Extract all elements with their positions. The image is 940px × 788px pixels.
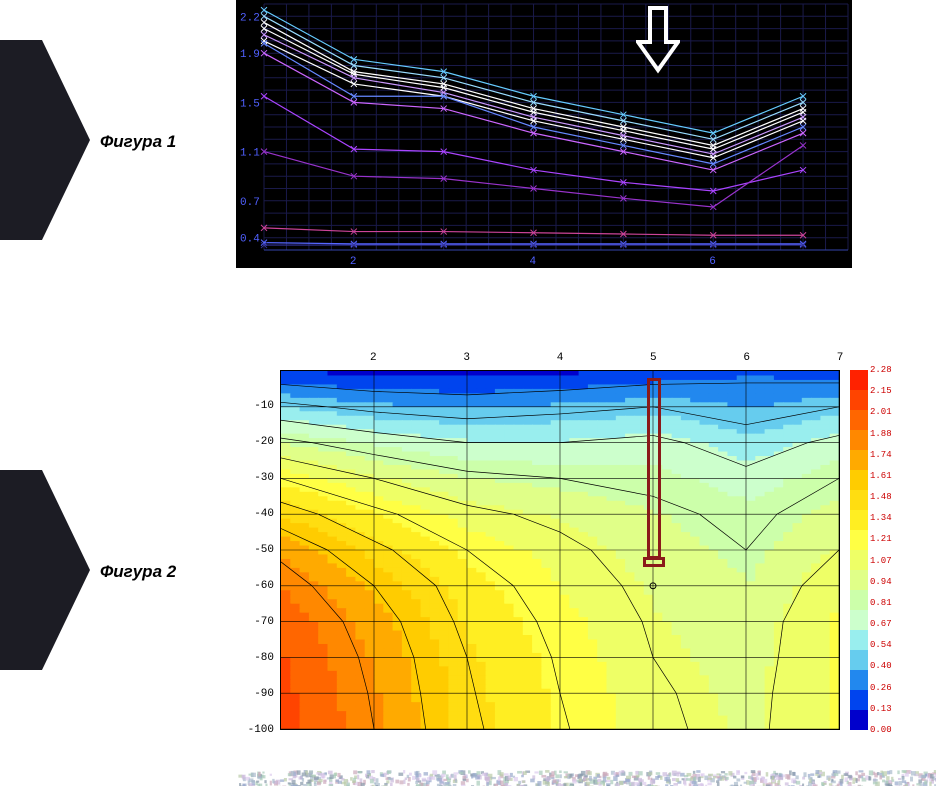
svg-text:1.5: 1.5 (240, 98, 260, 110)
fig2-x-axis-labels: 234567 (280, 352, 840, 368)
anomaly-marker (647, 378, 661, 559)
figure-2-label: Фигура 2 (100, 562, 176, 582)
svg-text:1.1: 1.1 (240, 148, 260, 160)
colorbar (850, 370, 868, 730)
figure-1-line-chart: 0.4 0.7 1.1 1.5 1.9 2.2 2 4 6 (236, 0, 852, 268)
fig2-plot-area (280, 370, 840, 730)
figure-2-heatmap: 234567 -10-20-30-40-50-60-70-80-90-100 2… (236, 350, 936, 750)
svg-text:4: 4 (530, 256, 537, 268)
svg-text:0.4: 0.4 (240, 234, 260, 246)
svg-text:2.2: 2.2 (240, 12, 260, 24)
fig2-svg (281, 371, 839, 729)
noise-strip (236, 770, 936, 786)
colorbar-labels: 2.282.152.011.881.741.611.481.341.211.07… (870, 370, 910, 730)
fig1-svg: 0.4 0.7 1.1 1.5 1.9 2.2 2 4 6 (236, 0, 852, 268)
svg-text:1.9: 1.9 (240, 49, 260, 61)
svg-text:0.7: 0.7 (240, 197, 260, 209)
svg-text:2: 2 (350, 256, 357, 268)
bullet-arrow-1 (0, 40, 90, 240)
fig2-y-axis-labels: -10-20-30-40-50-60-70-80-90-100 (236, 370, 276, 730)
anomaly-marker-foot (643, 557, 665, 567)
figure-1-label: Фигура 1 (100, 132, 176, 152)
bullet-arrow-2 (0, 470, 90, 670)
svg-text:6: 6 (709, 256, 716, 268)
